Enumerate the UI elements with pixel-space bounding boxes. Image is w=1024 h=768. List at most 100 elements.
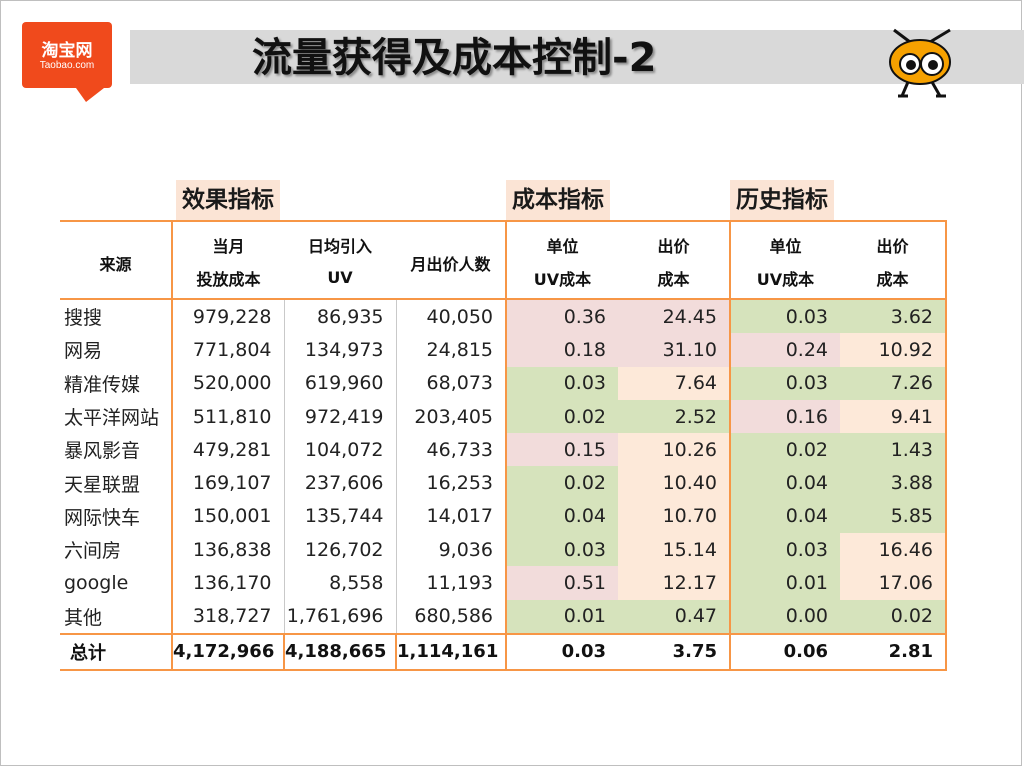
cell-bid: 0.47: [618, 599, 730, 634]
cell-cost: 520,000: [172, 366, 285, 400]
cell-unit: 0.51: [505, 566, 618, 600]
cell-source: 搜搜: [60, 299, 173, 334]
cell-bidders: 68,073: [426, 372, 493, 395]
total-label: 总计: [60, 632, 173, 671]
cell-bidders: 46,733: [426, 438, 493, 461]
header-unit-line1: 单位: [505, 220, 618, 261]
total-hist-bid: 2.81: [840, 632, 947, 671]
group-effect: 效果指标: [176, 180, 280, 220]
cell-unit: 0.01: [505, 599, 618, 634]
cell-source: 网际快车: [60, 499, 173, 534]
header-hist-bid-line1: 出价: [840, 220, 947, 261]
cell-uv: 8,558: [284, 566, 397, 600]
cell-cost: 150,001: [172, 499, 285, 534]
cell-source: 六间房: [60, 533, 173, 567]
table-row: 六间房 136,838 126,702 9,036 0.03 15.14 0.0…: [60, 533, 947, 567]
table-row: 天星联盟 169,107 237,606 16,253 0.02 10.40 0…: [60, 466, 947, 500]
header-monthly-bidders: 月出价人数: [396, 220, 506, 300]
cell-hist-bid: 1.43: [840, 433, 947, 467]
cell-source: 天星联盟: [60, 466, 173, 500]
cell-unit: 0.03: [505, 533, 618, 567]
cell-uv: 237,606: [284, 466, 397, 500]
cell-bid: 10.70: [618, 499, 730, 534]
group-history: 历史指标: [730, 180, 834, 220]
header-hist-unit-line1: 单位: [729, 220, 840, 261]
cell-cost: 136,838: [172, 533, 285, 567]
cell-bid: 10.40: [618, 466, 730, 500]
cell-hist-unit: 0.04: [729, 466, 840, 500]
cell-bidders: 16,253: [426, 472, 493, 495]
cell-uv: 135,744: [284, 499, 397, 534]
total-bid: 3.75: [618, 632, 730, 671]
cell-bid: 7.64: [618, 366, 730, 400]
cell-hist-unit: 0.00: [729, 599, 840, 634]
cell-bidders: 40,050: [426, 305, 493, 328]
cell-hist-unit: 0.24: [729, 333, 840, 367]
header-daily-uv-line2: UV: [284, 261, 396, 300]
cell-cost: 979,228: [172, 299, 285, 334]
cell-bidders: 9,036: [438, 538, 493, 561]
cell-bidders: 203,405: [414, 405, 493, 428]
cell-source: google: [60, 566, 173, 600]
cell-hist-bid: 5.85: [840, 499, 947, 534]
cell-uv: 86,935: [284, 299, 397, 334]
cell-hist-bid: 3.88: [840, 466, 947, 500]
total-bidders: 1,114,161: [396, 632, 506, 671]
cell-hist-bid: 7.26: [840, 366, 947, 400]
total-cost: 4,172,966: [172, 632, 285, 671]
cell-hist-unit: 0.03: [729, 299, 840, 334]
traffic-cost-table: 效果指标 成本指标 历史指标 来源 当月 日均引入 月出价人数 单位 出价 单位…: [60, 180, 947, 671]
cell-hist-unit: 0.02: [729, 433, 840, 467]
header-hist-bid-line2: 成本: [840, 261, 947, 300]
header-hist-unit-line2: UV成本: [729, 261, 840, 300]
group-cost: 成本指标: [506, 180, 610, 220]
cell-unit: 0.18: [505, 333, 618, 367]
cell-uv: 104,072: [284, 433, 397, 467]
group-header-row: 效果指标 成本指标 历史指标: [60, 180, 946, 221]
cell-unit: 0.02: [505, 399, 618, 434]
cell-source: 暴风影音: [60, 433, 173, 467]
table-row: 暴风影音 479,281 104,072 46,733 0.15 10.26 0…: [60, 433, 947, 467]
cell-hist-unit: 0.03: [729, 366, 840, 400]
cell-hist-unit: 0.01: [729, 566, 840, 600]
ant-mascot-icon: [889, 28, 951, 98]
table-row: 精准传媒 520,000 619,960 68,073 0.03 7.64 0.…: [60, 366, 947, 400]
slide-title: 流量获得及成本控制-2: [252, 35, 657, 81]
cell-cost: 511,810: [172, 399, 285, 434]
cell-hist-bid: 9.41: [840, 399, 947, 434]
logo-text-cn: 淘宝网: [41, 41, 93, 61]
taobao-logo: 淘宝网 Taobao.com: [22, 22, 112, 102]
cell-unit: 0.04: [505, 499, 618, 534]
column-header-row-top: 来源 当月 日均引入 月出价人数 单位 出价 单位 出价: [60, 220, 947, 300]
header-monthly-cost-line1: 当月: [172, 220, 284, 261]
cell-source: 精准传媒: [60, 366, 173, 400]
cell-uv: 619,960: [284, 366, 397, 400]
header-monthly-cost-line2: 投放成本: [172, 261, 284, 300]
cell-uv: 1,761,696: [284, 599, 397, 634]
cell-cost: 318,727: [172, 599, 285, 634]
cell-hist-bid: 16.46: [840, 533, 947, 567]
cell-uv: 972,419: [284, 399, 397, 434]
total-unit: 0.03: [505, 632, 618, 671]
total-row: 总计 4,172,966 4,188,665 1,114,161 0.03 3.…: [60, 632, 947, 671]
cell-bidders: 680,586: [414, 605, 493, 628]
cell-unit: 0.03: [505, 366, 618, 400]
table-row: 其他 318,727 1,761,696 680,586 0.01 0.47 0…: [60, 599, 947, 634]
cell-bidders: 14,017: [426, 505, 493, 528]
cell-bid: 12.17: [618, 566, 730, 600]
cell-unit: 0.36: [505, 299, 618, 334]
cell-cost: 169,107: [172, 466, 285, 500]
cell-hist-bid: 10.92: [840, 333, 947, 367]
cell-unit: 0.02: [505, 466, 618, 500]
cell-hist-bid: 17.06: [840, 566, 947, 600]
cell-hist-bid: 3.62: [840, 299, 947, 334]
table-row: 太平洋网站 511,810 972,419 203,405 0.02 2.52 …: [60, 399, 947, 434]
header-daily-uv-line1: 日均引入: [284, 220, 396, 261]
total-hist-unit: 0.06: [729, 632, 840, 671]
header-source: 来源: [60, 220, 173, 300]
cell-bid: 2.52: [618, 399, 730, 434]
cell-hist-unit: 0.16: [729, 399, 840, 434]
table-row: 网际快车 150,001 135,744 14,017 0.04 10.70 0…: [60, 499, 947, 534]
cell-source: 其他: [60, 599, 173, 634]
